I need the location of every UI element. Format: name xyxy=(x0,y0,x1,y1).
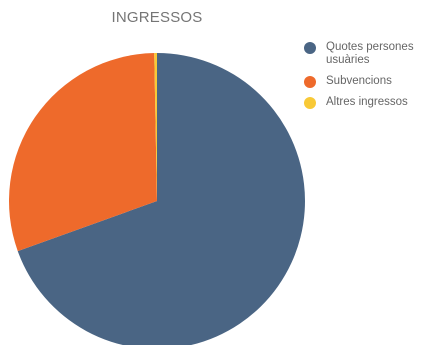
legend-label: Quotes persones usuàries xyxy=(326,41,414,66)
legend-swatch-icon xyxy=(304,97,316,109)
pie-slice-subvencions[interactable] xyxy=(8,53,158,252)
pie-slice-quotes[interactable] xyxy=(17,53,305,345)
legend: Quotes persones usuàries Subvencions Alt… xyxy=(304,41,422,117)
legend-swatch-icon xyxy=(304,76,316,88)
pie-slice-altres[interactable] xyxy=(154,53,157,201)
legend-swatch-icon xyxy=(304,42,316,54)
legend-label: Subvencions xyxy=(326,75,392,87)
legend-item-quotes[interactable]: Quotes persones usuàries xyxy=(304,41,422,67)
legend-item-altres[interactable]: Altres ingressos xyxy=(304,96,422,109)
chart-title: INGRESSOS xyxy=(111,9,203,26)
legend-label: Altres ingressos xyxy=(326,96,408,108)
legend-item-subvencions[interactable]: Subvencions xyxy=(304,75,422,88)
